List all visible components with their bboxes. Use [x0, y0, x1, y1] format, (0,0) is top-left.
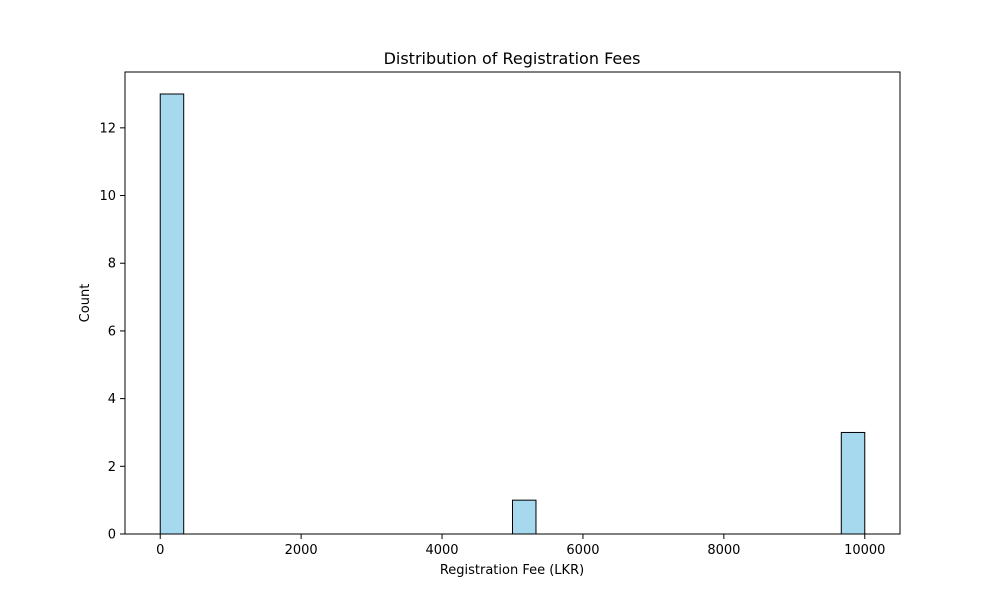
- histogram-bar-2: [840, 431, 866, 535]
- x-tick-label-2: 4000: [425, 543, 458, 558]
- y-tick-label-2: 4: [108, 392, 116, 407]
- y-tick-label-6: 12: [99, 121, 116, 136]
- x-tick-label-0: 0: [156, 543, 164, 558]
- y-tick-label-3: 6: [108, 324, 116, 339]
- x-tick-label-1: 2000: [285, 543, 318, 558]
- x-tick-label-3: 6000: [566, 543, 599, 558]
- y-axis-ticks: 0 2 4 6 8 10 12: [99, 121, 125, 543]
- y-tick-label-1: 2: [108, 460, 116, 475]
- x-axis-ticks: 0 2000 4000 6000 8000 10000: [156, 534, 885, 558]
- plot-frame: [124, 71, 901, 535]
- y-tick-label-0: 0: [108, 528, 116, 543]
- x-tick-label-5: 10000: [844, 543, 885, 558]
- chart-title: Distribution of Registration Fees: [384, 49, 641, 68]
- histogram-bar-1: [512, 499, 537, 535]
- x-tick-label-4: 8000: [707, 543, 740, 558]
- x-axis-label: Registration Fee (LKR): [440, 563, 584, 578]
- y-tick-label-5: 10: [99, 189, 116, 204]
- histogram-bar-0: [159, 93, 185, 535]
- bars-group: [159, 93, 866, 535]
- y-tick-label-4: 8: [108, 257, 116, 272]
- y-axis-label: Count: [78, 284, 93, 323]
